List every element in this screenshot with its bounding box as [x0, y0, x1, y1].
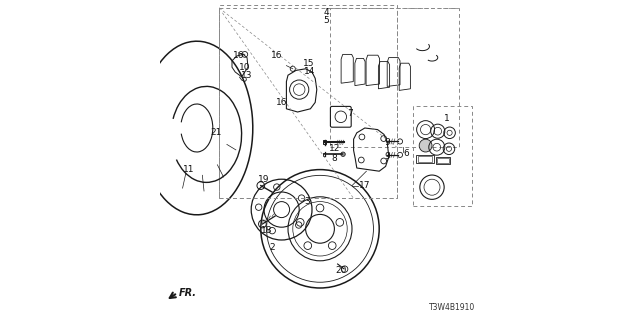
- Text: 13: 13: [241, 71, 252, 80]
- Circle shape: [340, 152, 346, 156]
- Text: 7: 7: [348, 109, 353, 118]
- Text: 3: 3: [305, 197, 310, 206]
- Text: 16: 16: [233, 52, 244, 60]
- Text: 14: 14: [304, 68, 316, 76]
- Text: 15: 15: [303, 60, 314, 68]
- Text: 2: 2: [269, 244, 275, 252]
- Text: 20: 20: [335, 266, 346, 275]
- Text: 18: 18: [262, 226, 273, 235]
- Circle shape: [419, 139, 432, 152]
- Text: 10: 10: [239, 63, 250, 72]
- Text: 19: 19: [259, 175, 269, 184]
- Text: 11: 11: [183, 165, 195, 174]
- Text: FR.: FR.: [179, 288, 197, 298]
- Text: 17: 17: [359, 181, 371, 190]
- Text: T3W4B1910: T3W4B1910: [429, 303, 475, 312]
- Text: 4: 4: [324, 8, 329, 17]
- Text: 21: 21: [211, 128, 221, 137]
- Text: 9: 9: [385, 152, 390, 161]
- Text: 8: 8: [332, 154, 337, 163]
- Text: 6: 6: [404, 149, 409, 158]
- Text: 16: 16: [276, 98, 287, 107]
- Text: 9: 9: [385, 138, 390, 147]
- Text: 1: 1: [444, 114, 449, 123]
- Text: 12: 12: [329, 144, 340, 153]
- Text: 16: 16: [271, 52, 282, 60]
- Text: 5: 5: [324, 16, 329, 25]
